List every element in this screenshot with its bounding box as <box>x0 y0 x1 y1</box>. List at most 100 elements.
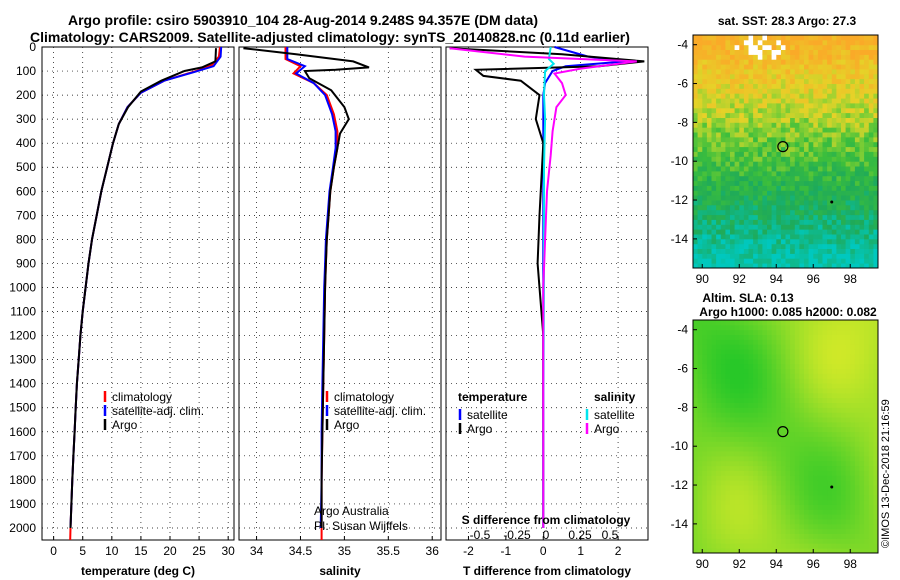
map-cell <box>748 132 754 138</box>
map-cell <box>864 339 870 345</box>
map-cell <box>762 243 768 249</box>
map-cell <box>868 460 874 467</box>
map-cell <box>720 329 726 335</box>
map-cell <box>780 494 786 501</box>
map-cell <box>716 494 722 501</box>
map-cell <box>771 224 777 230</box>
map-cell <box>771 358 777 365</box>
map-cell <box>864 499 870 505</box>
map-cell <box>757 514 763 520</box>
map-cell <box>753 146 759 152</box>
map-cell <box>827 185 833 191</box>
map-cell <box>836 132 842 138</box>
map-cell <box>850 127 856 133</box>
map-cell <box>706 470 712 476</box>
map-cell <box>785 329 791 335</box>
legend-label: satellite <box>594 408 635 422</box>
map-cell <box>873 243 879 249</box>
map-cell <box>743 146 749 152</box>
map-cell <box>730 421 735 428</box>
depth-tick-label: 0 <box>29 40 36 54</box>
map-cell <box>845 339 851 345</box>
map-cell <box>808 426 814 433</box>
map-cell <box>697 117 703 123</box>
map-cell <box>808 219 814 225</box>
map-cell <box>697 480 703 486</box>
map-cell <box>794 78 800 84</box>
map-cell <box>767 543 772 549</box>
map-cell <box>734 88 740 94</box>
map-cell <box>827 528 833 534</box>
map-cell <box>776 514 782 520</box>
map-cell <box>827 392 833 399</box>
map-cell <box>790 49 796 55</box>
x-tick-label: 36 <box>426 544 440 558</box>
map-cell <box>725 329 731 335</box>
map-cell <box>845 161 851 167</box>
map-cell <box>859 388 865 394</box>
map-cell <box>771 151 777 157</box>
map-cell <box>780 170 786 177</box>
map-cell <box>757 363 763 369</box>
map-cell <box>845 122 851 128</box>
map-cell <box>859 431 865 437</box>
map-cell <box>776 421 782 428</box>
map-cell <box>706 175 712 182</box>
map-cell <box>841 136 846 143</box>
map-cell <box>757 103 763 109</box>
map-cell <box>831 494 837 501</box>
map-cell <box>771 431 777 437</box>
map-cell <box>702 489 708 496</box>
map-cell <box>702 509 708 515</box>
map-cell <box>831 407 837 413</box>
map-cell <box>785 224 791 230</box>
map-cell <box>859 523 865 530</box>
map-cell <box>720 253 726 259</box>
map-cell <box>771 209 777 216</box>
map-cell <box>813 161 819 167</box>
map-cell <box>822 489 828 496</box>
map-cell <box>716 180 722 186</box>
map-cell <box>720 83 726 89</box>
map-cell <box>771 248 777 254</box>
map-cell <box>794 122 800 128</box>
map-cell <box>845 470 851 476</box>
map-cell <box>776 455 782 462</box>
map-cell <box>743 392 749 399</box>
map-cell <box>697 329 703 335</box>
map-cell <box>780 339 786 345</box>
map-cell <box>822 514 828 520</box>
map-cell <box>854 219 860 225</box>
map-cell <box>734 334 740 340</box>
map-cell <box>693 54 698 60</box>
legend-title-salinity: salinity <box>594 390 636 404</box>
map-cell <box>841 383 846 389</box>
map-cell <box>822 441 828 447</box>
map-cell <box>868 141 874 148</box>
map-cell <box>854 407 860 413</box>
map-cell <box>725 88 731 94</box>
map-cell <box>845 49 851 55</box>
map-cell <box>716 112 722 118</box>
depth-tick-label: 1700 <box>9 449 36 463</box>
map-cell <box>734 98 740 104</box>
map-cell <box>854 451 860 457</box>
map-cell <box>720 258 726 264</box>
map-cell <box>864 528 870 534</box>
map-cell <box>785 195 791 201</box>
map-cell <box>841 436 846 442</box>
map-cell <box>864 320 870 326</box>
map-cell <box>868 35 874 41</box>
map-cell <box>864 426 870 433</box>
map-cell <box>702 412 708 418</box>
map-cell <box>799 180 805 186</box>
map-cell <box>817 88 823 94</box>
map-cell <box>767 234 772 240</box>
map-cell <box>753 519 759 525</box>
map-cell <box>693 69 698 75</box>
map-cell <box>771 234 777 240</box>
map-cell <box>859 234 865 240</box>
map-cell <box>720 229 726 235</box>
map-cell <box>822 175 828 182</box>
depth-tick-label: 100 <box>16 64 36 78</box>
